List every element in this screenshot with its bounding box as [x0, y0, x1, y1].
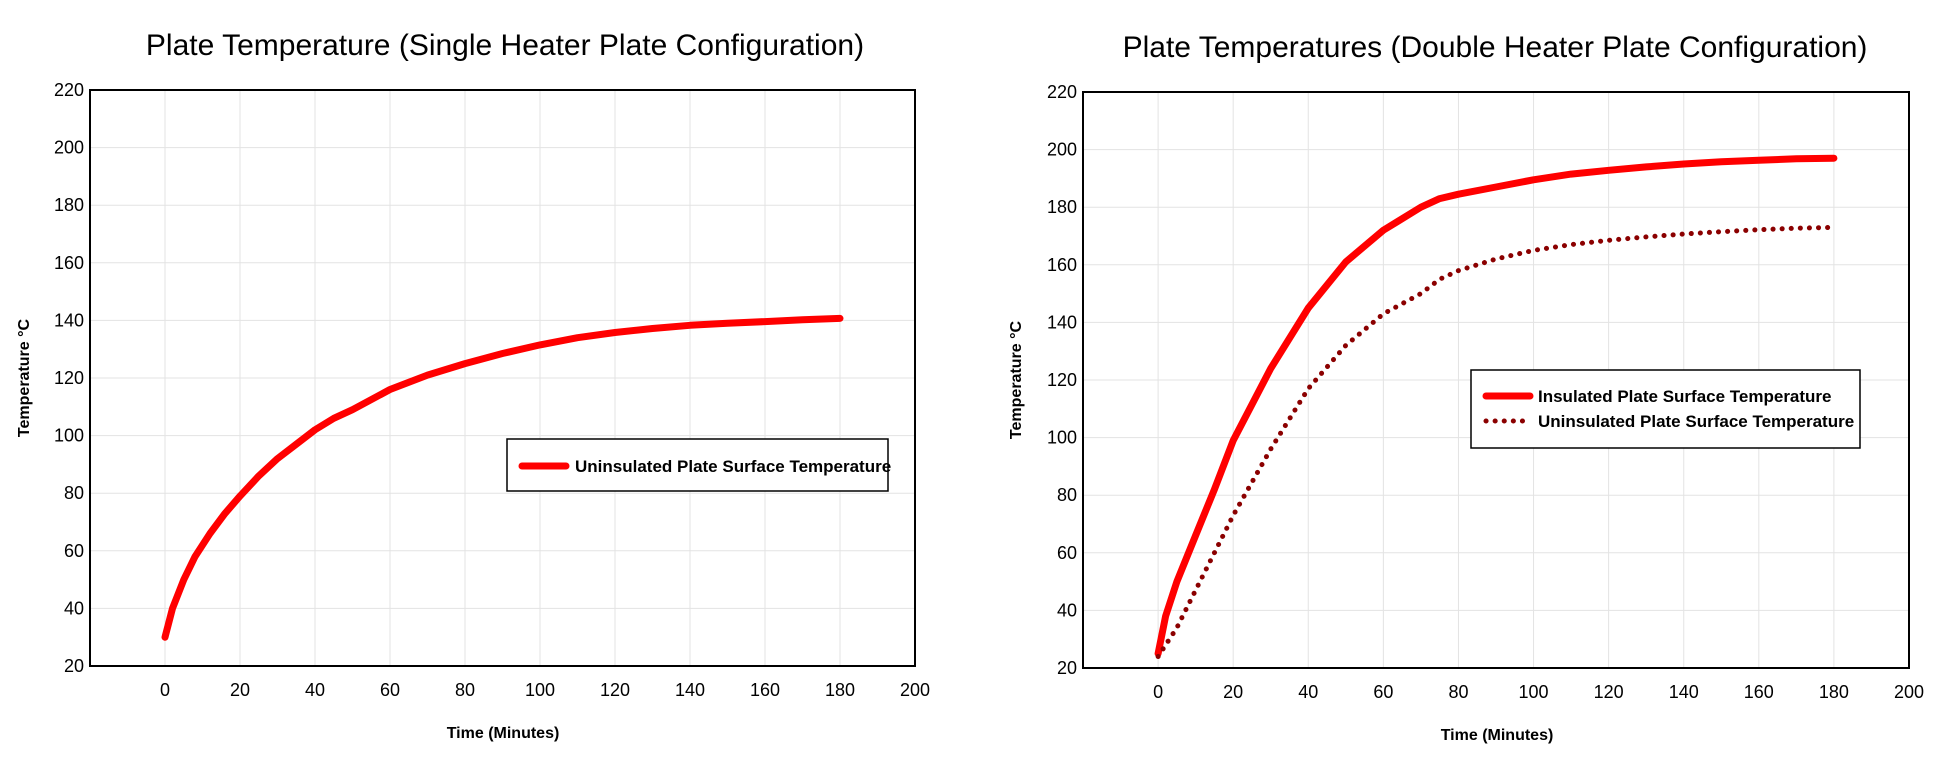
chart-1-x-tick-label: 200: [900, 680, 930, 700]
chart-2-legend-label-uninsulated: Uninsulated Plate Surface Temperature: [1538, 412, 1854, 431]
chart-2-y-tick-label: 220: [1047, 82, 1077, 102]
chart-2-series-line-insulated: [1154, 154, 1838, 658]
chart-2-legend: Insulated Plate Surface Temperature Unin…: [1470, 369, 1861, 449]
chart-2-y-tick-label: 200: [1047, 140, 1077, 160]
chart-1-x-tick-labels: 0 20 40 60 80 100 120 140 160 180 200: [160, 680, 930, 700]
chart-1-x-tick-label: 100: [525, 680, 555, 700]
chart-2-y-tick-label: 120: [1047, 370, 1077, 390]
chart-2-series-line-uninsulated: [1155, 224, 1837, 659]
chart-2-y-tick-labels: 20 40 60 80 100 120 140 160 180 200 220: [1047, 82, 1077, 678]
chart-1-y-tick-label: 120: [54, 368, 84, 388]
chart-2-x-tick-label: 140: [1669, 682, 1699, 702]
chart-2-x-tick-label: 160: [1744, 682, 1774, 702]
chart-2-x-tick-label: 40: [1298, 682, 1318, 702]
chart-2-y-tick-label: 160: [1047, 255, 1077, 275]
chart-1-y-tick-label: 40: [64, 598, 84, 618]
chart-2-series: [1154, 154, 1838, 659]
chart-2-legend-label-insulated: Insulated Plate Surface Temperature: [1538, 387, 1832, 406]
chart-2-x-tick-label: 200: [1894, 682, 1924, 702]
chart-1-y-tick-label: 200: [54, 138, 84, 158]
chart-2-y-tick-label: 140: [1047, 312, 1077, 332]
chart-2-title: Plate Temperatures (Double Heater Plate …: [1123, 31, 1868, 64]
chart-1-x-tick-label: 120: [600, 680, 630, 700]
chart-2-x-tick-label: 80: [1448, 682, 1468, 702]
chart-2-legend-box: [1470, 369, 1861, 449]
chart-2-y-tick-label: 20: [1057, 658, 1077, 678]
chart-1-y-axis-label: Temperature °C: [16, 318, 33, 437]
chart-1-title: Plate Temperature (Single Heater Plate C…: [146, 29, 864, 62]
chart-2-x-tick-label: 100: [1519, 682, 1549, 702]
chart-1-y-tick-label: 160: [54, 253, 84, 273]
chart-1-plot-frame: [89, 89, 916, 667]
chart-1-legend-box: [506, 438, 889, 492]
chart-2-x-axis-label: Time (Minutes): [1441, 727, 1554, 744]
chart-1-y-tick-label: 100: [54, 426, 84, 446]
chart-1-y-tick-labels: 20 40 60 80 100 120 140 160 180 200 220: [54, 80, 84, 676]
chart-1-x-tick-label: 20: [230, 680, 250, 700]
chart-1-x-tick-label: 40: [305, 680, 325, 700]
chart-1-legend-label-uninsulated: Uninsulated Plate Surface Temperature: [575, 457, 891, 476]
chart-2-x-tick-label: 180: [1819, 682, 1849, 702]
chart-1-legend: Uninsulated Plate Surface Temperature: [506, 438, 891, 492]
chart-2-y-tick-label: 80: [1057, 485, 1077, 505]
chart-single-heater: Plate Temperature (Single Heater Plate C…: [16, 29, 930, 742]
chart-1-x-tick-label: 0: [160, 680, 170, 700]
chart-1-x-tick-label: 80: [455, 680, 475, 700]
chart-1-y-tick-label: 80: [64, 483, 84, 503]
chart-2-y-tick-label: 40: [1057, 600, 1077, 620]
chart-2-y-axis-label: Temperature °C: [1008, 320, 1025, 439]
chart-1-x-tick-label: 180: [825, 680, 855, 700]
chart-1-x-tick-label: 60: [380, 680, 400, 700]
chart-2-x-tick-label: 60: [1373, 682, 1393, 702]
chart-1-y-tick-label: 220: [54, 80, 84, 100]
chart-1-x-tick-label: 140: [675, 680, 705, 700]
chart-1-gridlines: [90, 89, 916, 667]
chart-1-y-tick-label: 180: [54, 195, 84, 215]
chart-1-y-tick-label: 20: [64, 656, 84, 676]
chart-2-plot-frame: [1082, 91, 1910, 669]
chart-1-series: [161, 314, 844, 641]
chart-1-series-line-uninsulated: [161, 314, 844, 641]
chart-2-x-tick-label: 120: [1594, 682, 1624, 702]
chart-1-y-tick-label: 60: [64, 541, 84, 561]
chart-2-y-tick-label: 100: [1047, 428, 1077, 448]
chart-2-x-tick-label: 0: [1153, 682, 1163, 702]
chart-2-x-tick-label: 20: [1223, 682, 1243, 702]
chart-1-x-axis-label: Time (Minutes): [447, 725, 560, 742]
chart-2-y-tick-label: 180: [1047, 197, 1077, 217]
chart-2-x-tick-labels: 0 20 40 60 80 100 120 140 160 180 200: [1153, 682, 1924, 702]
chart-1-x-tick-label: 160: [750, 680, 780, 700]
chart-1-y-tick-label: 140: [54, 310, 84, 330]
chart-2-y-tick-label: 60: [1057, 543, 1077, 563]
chart-double-heater: Plate Temperatures (Double Heater Plate …: [1008, 31, 1924, 744]
